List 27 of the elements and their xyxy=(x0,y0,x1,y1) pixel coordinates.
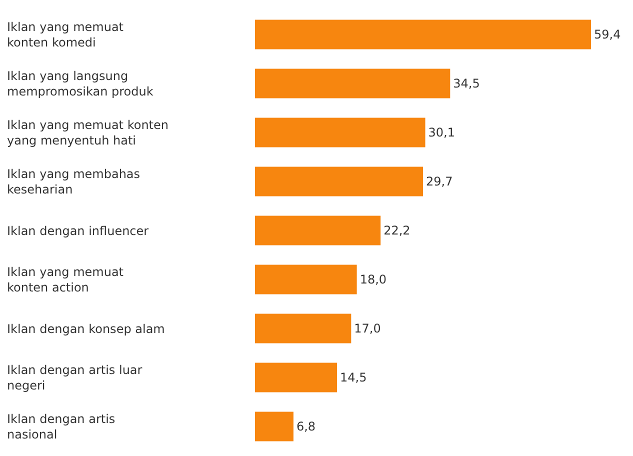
y-tick-label: Iklan yang memuat konten yang menyentuh hati xyxy=(7,118,168,148)
data-label: 34,5 xyxy=(453,76,480,90)
bar xyxy=(255,118,426,148)
data-label: 29,7 xyxy=(426,174,453,188)
data-label: 22,2 xyxy=(384,224,410,238)
y-tick-label: Iklan yang memuat konten komedi xyxy=(7,20,124,50)
bar xyxy=(255,314,352,344)
bar xyxy=(255,362,338,392)
y-tick-label: Iklan dengan influencer xyxy=(7,224,149,238)
y-tick-label: Iklan dengan konsep alam xyxy=(7,322,165,336)
bar xyxy=(255,68,450,98)
data-label: 17,0 xyxy=(354,322,381,336)
bar xyxy=(255,264,357,294)
data-label: 14,5 xyxy=(340,370,367,384)
data-label: 6,8 xyxy=(296,420,316,434)
bar xyxy=(255,412,294,442)
y-tick-label: Iklan dengan artis luar negeri xyxy=(7,363,142,393)
y-tick-label: Iklan yang memuat konten action xyxy=(7,265,124,295)
bar xyxy=(255,20,591,50)
y-tick-label: Iklan yang langsung mempromosikan produk xyxy=(7,69,154,99)
bar xyxy=(255,166,423,196)
y-tick-label: Iklan yang membahas keseharian xyxy=(7,167,140,197)
y-tick-label: Iklan dengan artis nasional xyxy=(7,412,116,442)
data-label: 30,1 xyxy=(428,126,455,140)
bar xyxy=(255,216,381,246)
data-label: 59,4 xyxy=(594,28,621,42)
data-label: 18,0 xyxy=(360,272,387,286)
